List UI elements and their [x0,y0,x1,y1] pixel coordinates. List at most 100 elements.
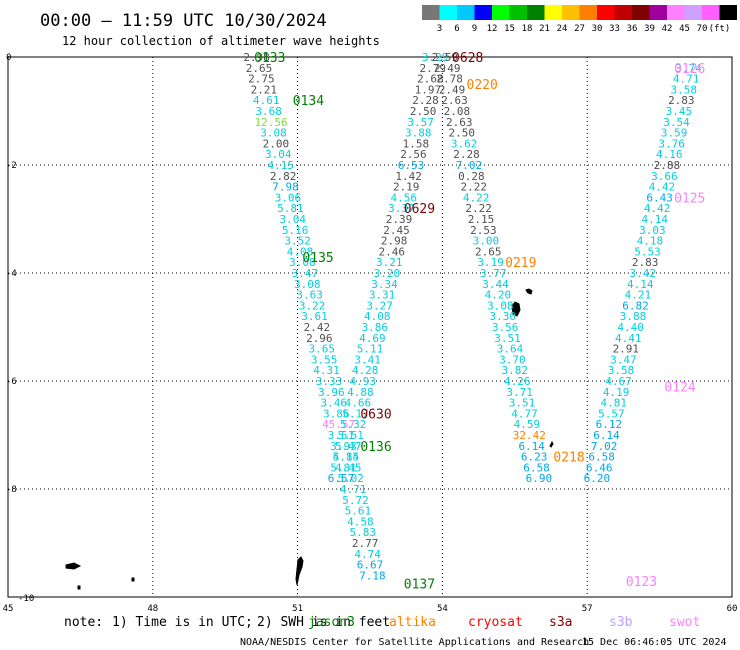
wave-height-value: 6.23 [521,451,548,464]
wave-height-value: 5.51 [337,429,364,442]
altimeter-tracks: 2.982.652.752.214.613.6812.563.082.003.0… [243,51,702,582]
wave-height-value: 0.28 [458,170,485,183]
wave-height-value: 5.16 [282,224,309,237]
wave-height-value: 2.15 [468,213,495,226]
wave-height-value: 4.40 [617,321,644,334]
pass-time-label: 0220 [467,78,498,93]
wave-height-value: 2.59 [432,51,459,64]
wave-height-value: 4.31 [313,364,340,377]
wave-height-value: 4.84 [333,451,360,464]
wave-height-value: 3.04 [265,148,292,161]
wave-height-value: 4.71 [673,73,700,86]
y-tick-label: -4 [6,269,17,279]
wave-height-value: 3.44 [482,278,509,291]
wave-height-value: 5.32 [340,418,367,431]
wave-height-value: 5.81 [277,202,304,215]
wave-height-value: 3.65 [308,343,335,356]
wave-height-value: 3.63 [296,289,323,302]
wave-height-value: 5.57 [598,407,625,420]
wave-height-value: 3.51 [494,332,521,345]
wave-height-value: 7.02 [456,159,483,172]
wave-height-value: 7.98 [272,181,299,194]
satellite-legend: jason3 altika cryosat s3a s3b swot [308,615,700,630]
wave-height-value: 4.20 [485,289,512,302]
wave-height-value: 3.08 [260,127,287,140]
color-swatch [667,5,685,20]
wave-height-value: 2.22 [461,181,488,194]
wave-height-value: 3.37 [388,202,415,215]
island-southwest-2 [77,585,81,590]
y-tick-label: 0 [6,53,11,63]
wave-height-value: 3.66 [651,170,678,183]
wave-height-value: 2.79 [419,62,446,75]
color-scale-label: 45 [679,24,690,34]
wave-height-value: 3.55 [311,353,338,366]
axis-tick-labels: 45 48 51 54 57 60 0 -2 -4 -6 -8 -10 [3,53,738,614]
wave-height-value: 3.58 [670,83,697,96]
wave-height-value: 2.88 [654,159,681,172]
wave-height-value: 3.30 [489,310,516,323]
wave-height-value: 3.27 [366,299,393,312]
color-swatch [579,5,597,20]
pass-time-label: 0628 [452,51,483,66]
legend-cryosat: cryosat [468,615,523,630]
wave-height-value: 5.17 [342,407,369,420]
wave-height-value: 4.14 [627,278,654,291]
pass-time-label: 0629 [404,202,435,217]
pass-time-label: 0137 [404,578,435,593]
wave-height-value: 3.06 [275,191,302,204]
wave-height-value: 4.08 [364,310,391,323]
wave-height-value: 4.42 [649,181,676,194]
track-4-swot: 3.744.713.582.833.453.543.593.764.162.88… [584,62,703,485]
wave-height-value: 3.54 [663,116,690,129]
wave-height-value: 5.02 [337,472,364,485]
color-scale-label: 30 [592,24,603,34]
lat-lon-grid [7,56,733,598]
x-tick-label: 60 [727,604,738,614]
pass-time-label: 0219 [505,256,536,271]
wave-height-value: 3.42 [629,267,656,280]
color-scale-label: 33 [609,24,620,34]
wave-height-value: 3.04 [280,213,307,226]
wave-height-value: 7.02 [591,440,618,453]
island-seychelles-main [511,301,521,317]
wave-height-value: 4.58 [347,515,374,528]
wave-height-value: 5.11 [357,343,384,356]
color-swatch [457,5,475,20]
wave-height-value: 3.59 [661,127,688,140]
wave-height-value: 4.08 [287,245,314,258]
wave-height-value: 2.91 [613,343,640,356]
y-tick-label: -2 [6,161,17,171]
color-swatch [719,5,737,20]
wave-height-value: 4.18 [637,235,664,248]
wave-height-value: 3.76 [658,137,685,150]
wave-height-value: 2.77 [352,537,379,550]
map-title: 00:00 — 11:59 UTC 10/30/2024 [40,11,327,31]
x-tick-label: 57 [582,604,593,614]
wave-height-value: 4.16 [656,148,683,161]
color-swatch [422,5,440,20]
pass-time-label: 0124 [664,380,695,395]
map-subtitle: 12 hour collection of altimeter wave hei… [62,34,380,48]
wave-height-value: 3.61 [301,310,328,323]
wave-height-value: 6.58 [523,461,550,474]
wave-height-value: 6.82 [622,299,649,312]
color-swatch [614,5,632,20]
wave-height-value: 3.41 [354,353,381,366]
wave-height-value: 3.88 [405,127,432,140]
wave-height-value: 3.51 [509,397,536,410]
color-swatch [684,5,702,20]
wave-height-value: 3.96 [318,386,345,399]
island-south-1 [131,577,135,582]
pass-time-label: 0136 [360,440,391,455]
wave-height-value: 3.21 [376,256,403,269]
wave-height-value: 3.70 [499,353,526,366]
wave-height-value: 2.82 [270,170,297,183]
wave-height-value: 3.74 [675,62,702,75]
wave-height-value: 6.46 [586,461,613,474]
color-swatch [649,5,667,20]
wave-height-value: 3.93 [330,440,357,453]
wave-height-value: 5.15 [333,451,360,464]
wave-height-value: 3.00 [473,235,500,248]
